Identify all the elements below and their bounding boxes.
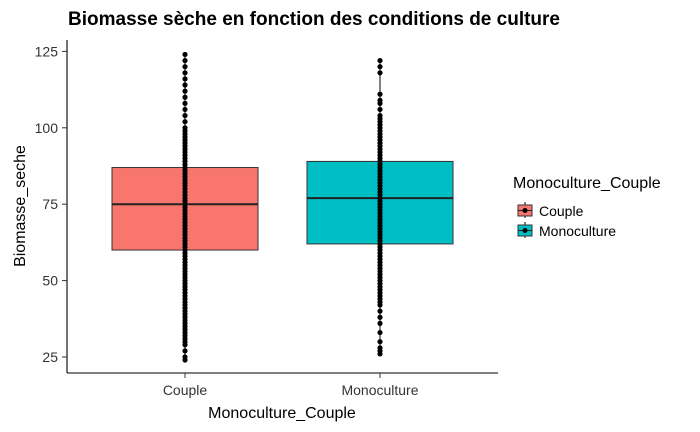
data-point [182,57,188,64]
y-axis-title: Biomasse_seche [12,145,29,267]
data-point [377,329,383,336]
data-point [377,91,383,97]
y-tick-label: 25 [42,349,58,365]
data-point [182,51,188,58]
y-tick-label: 100 [35,120,59,136]
data-point [377,112,383,119]
x-tick-label: Couple [163,382,208,398]
data-point [377,320,383,326]
data-point [182,106,188,113]
box-monoculture [306,57,454,357]
box-couple [111,51,259,363]
x-axis-ticks: Couple Monoculture [163,373,419,398]
data-point [377,57,383,64]
legend-key-point [522,228,528,233]
data-point [182,82,188,88]
plot-area [111,51,454,363]
data-point [377,70,383,76]
data-point [377,106,383,113]
legend-key-point [522,208,528,213]
data-point [182,125,188,131]
data-point [182,70,188,76]
data-point [182,112,188,119]
y-tick-label: 50 [42,273,58,289]
data-point [182,76,188,82]
legend-title: Monoculture_Couple [513,175,661,192]
data-point [182,94,188,100]
data-point [377,314,383,320]
legend-key-couple [517,202,533,218]
data-point [377,345,383,351]
data-point [182,100,188,106]
chart-title: Biomasse sèche en fonction des condition… [68,9,560,30]
data-point [182,64,188,70]
legend-key-monoculture [517,222,533,238]
data-point [182,88,188,94]
data-point [377,64,383,70]
data-point [377,97,383,103]
y-tick-label: 75 [42,196,58,212]
data-point [377,339,383,345]
x-tick-label: Monoculture [341,382,418,398]
x-axis-title: Monoculture_Couple [208,405,356,422]
y-axis-ticks: 25 50 75 100 125 [35,43,67,365]
data-point [377,308,383,314]
legend: Monoculture_Couple Couple Monoculture [513,175,661,239]
data-point [182,348,188,354]
legend-label: Couple [539,203,584,219]
legend-label: Monoculture [539,223,616,239]
data-point [182,119,188,125]
data-point [182,354,188,360]
y-tick-label: 125 [35,43,59,59]
